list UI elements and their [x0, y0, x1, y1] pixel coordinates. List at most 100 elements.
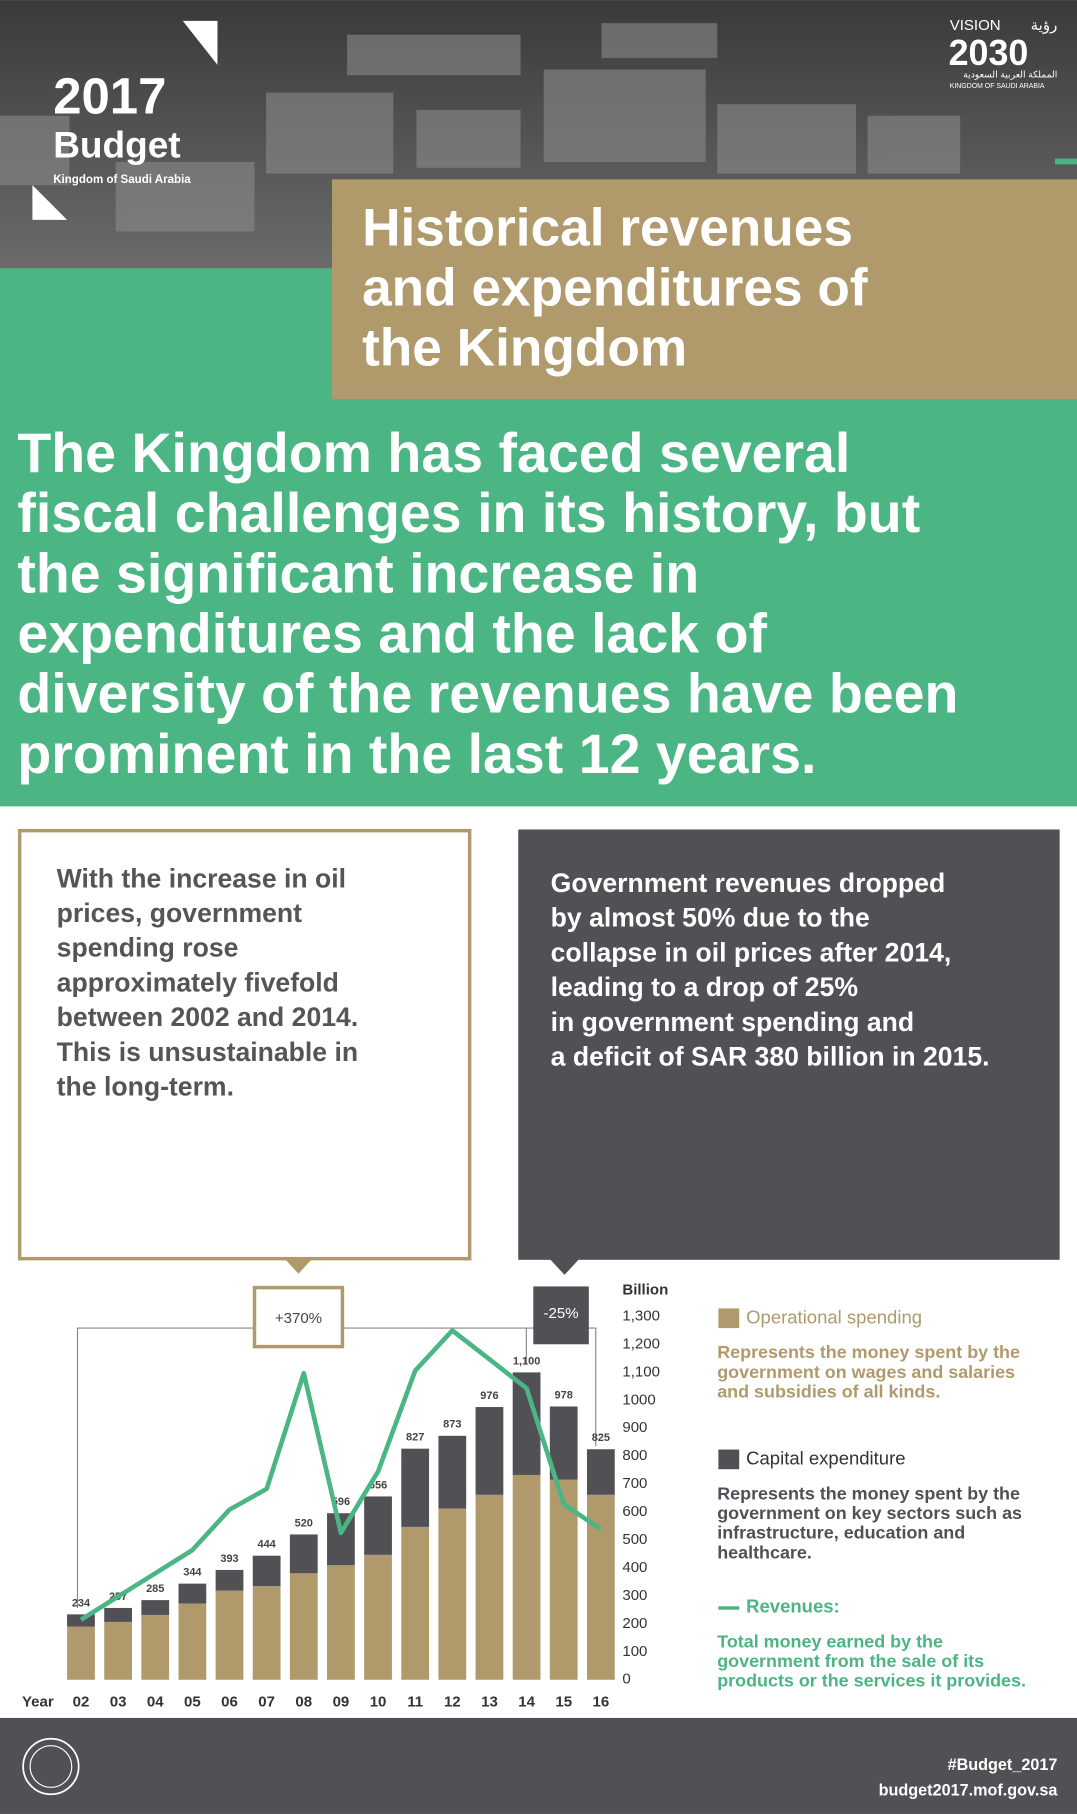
bar-segment	[178, 1583, 207, 1604]
legend-description: infrastructure, education and	[717, 1523, 965, 1543]
x-tick-label: 12	[444, 1693, 461, 1710]
bar-segment	[586, 1449, 615, 1495]
legend-description: and subsidies of all kinds.	[717, 1381, 940, 1401]
footer-url: budget2017.mof.gov.sa	[879, 1781, 1059, 1799]
vision-arabic: رؤية	[1031, 17, 1058, 34]
y-tick-label: 900	[622, 1419, 647, 1436]
title-line: and expenditures of	[362, 258, 868, 317]
bar-segment	[438, 1508, 467, 1680]
annotation: -25%	[544, 1305, 579, 1322]
chart: +370% -25% Billion Year 0 100 200 300 400 500…	[22, 1282, 1026, 1711]
city-texture	[0, 23, 961, 232]
x-tick-label: 08	[295, 1693, 312, 1710]
logo-corner	[182, 20, 218, 65]
y-tick-label: 0	[622, 1671, 630, 1688]
x-tick-label: 06	[221, 1693, 238, 1710]
left-note-line: prices, government	[57, 898, 302, 928]
bar-segment	[327, 1565, 355, 1680]
bar-segment	[549, 1406, 578, 1480]
legend-description: products or the services it provides.	[717, 1671, 1026, 1691]
total-label: 393	[220, 1553, 238, 1565]
pointer	[549, 1258, 580, 1275]
legend-description: healthcare.	[717, 1542, 812, 1562]
x-tick-label: 15	[555, 1693, 572, 1710]
right-note-line: collapse in oil prices after 2014,	[551, 937, 952, 967]
x-tick-label: 05	[184, 1693, 201, 1710]
total-label: 285	[146, 1583, 164, 1595]
annotation: +370%	[275, 1310, 322, 1327]
bar-segment	[252, 1555, 281, 1587]
y-tick-label: 500	[622, 1531, 647, 1548]
bar-segment	[215, 1590, 244, 1680]
total-label: 873	[443, 1419, 461, 1431]
total-label: 976	[480, 1390, 498, 1402]
title-line: Historical revenues	[362, 198, 853, 257]
right-note-line: by almost 50% due to the	[551, 903, 870, 933]
seal	[29, 1745, 73, 1788]
x-tick-label: 13	[481, 1693, 498, 1710]
total-label: 827	[406, 1432, 424, 1444]
left-note-line: spending rose	[57, 933, 239, 963]
vision-year: 2030	[949, 33, 1029, 73]
bar-segment	[67, 1626, 95, 1680]
header-year: 2017	[53, 67, 166, 124]
total-label: 344	[183, 1567, 202, 1579]
x-tick-label: 04	[147, 1693, 164, 1710]
bar-segment	[289, 1573, 318, 1680]
legend-description: government on wages and salaries	[717, 1362, 1015, 1382]
revenue-line	[79, 1328, 603, 1622]
right-note-box	[518, 829, 1060, 1260]
legend-description: Represents the money spent by the	[717, 1342, 1020, 1362]
vision-country: KINGDOM OF SAUDI ARABIA	[950, 83, 1045, 90]
logo-corner	[32, 185, 68, 220]
bar-segment	[178, 1603, 207, 1680]
x-tick-label: 02	[73, 1693, 90, 1710]
vision-arabic-country: المملكة العربية السعودية	[963, 70, 1057, 80]
headline-line: prominent in the last 12 years.	[17, 723, 816, 785]
legend-description: government from the sale of its	[717, 1651, 984, 1671]
vision-label: VISION	[950, 17, 1001, 34]
header-budget: Budget	[53, 123, 180, 165]
left-note-line: This is unsustainable in	[57, 1037, 358, 1067]
notes: With the increase in oil prices, governme…	[57, 863, 990, 1101]
legend-swatch	[718, 1449, 740, 1470]
y-tick-label: 1,300	[622, 1307, 660, 1324]
title-box	[332, 179, 1077, 400]
headline-line: expenditures and the lack of	[17, 602, 767, 664]
bar-segment	[252, 1586, 281, 1680]
y-tick-label: 700	[622, 1475, 647, 1492]
y-tick-label: 600	[622, 1503, 647, 1520]
y-tick-label: 1,200	[622, 1335, 660, 1352]
x-tick-label: 09	[333, 1693, 350, 1710]
x-tick-label: 16	[593, 1693, 610, 1710]
bar-segment	[141, 1600, 170, 1615]
left-note-box	[17, 828, 472, 1261]
bar-segment	[364, 1496, 392, 1555]
legend-swatch	[718, 1308, 740, 1329]
x-tick-label: 03	[110, 1693, 127, 1710]
headline-line: the significant increase in	[17, 542, 699, 604]
annotation-box	[533, 1286, 589, 1345]
hashtag: #Budget_2017	[948, 1756, 1058, 1774]
bar-segment	[475, 1494, 504, 1680]
right-note-line: a deficit of SAR 380 billion in 2015.	[551, 1041, 990, 1071]
headline-line: diversity of the revenues have been	[17, 663, 958, 725]
legend-description: government on key sectors such as	[717, 1503, 1022, 1523]
left-note-line: between 2002 and 2014.	[57, 1002, 359, 1032]
bar-segment	[104, 1621, 132, 1680]
total-label: 520	[295, 1517, 313, 1529]
x-tick-label: 11	[407, 1693, 423, 1710]
y-tick-label: 400	[622, 1559, 647, 1576]
bar-segment	[401, 1448, 430, 1527]
bar-segment	[475, 1407, 504, 1495]
total-label: 234	[72, 1597, 91, 1609]
y-tick-label: 200	[622, 1615, 647, 1632]
headline-line: fiscal challenges in its history, but	[17, 482, 920, 544]
right-note-line: leading to a drop of 25%	[551, 972, 858, 1002]
legend-name: Revenues:	[746, 1596, 840, 1617]
x-tick-label: 14	[518, 1693, 535, 1710]
pointer	[284, 1258, 313, 1274]
y-tick-label: 300	[622, 1587, 647, 1604]
